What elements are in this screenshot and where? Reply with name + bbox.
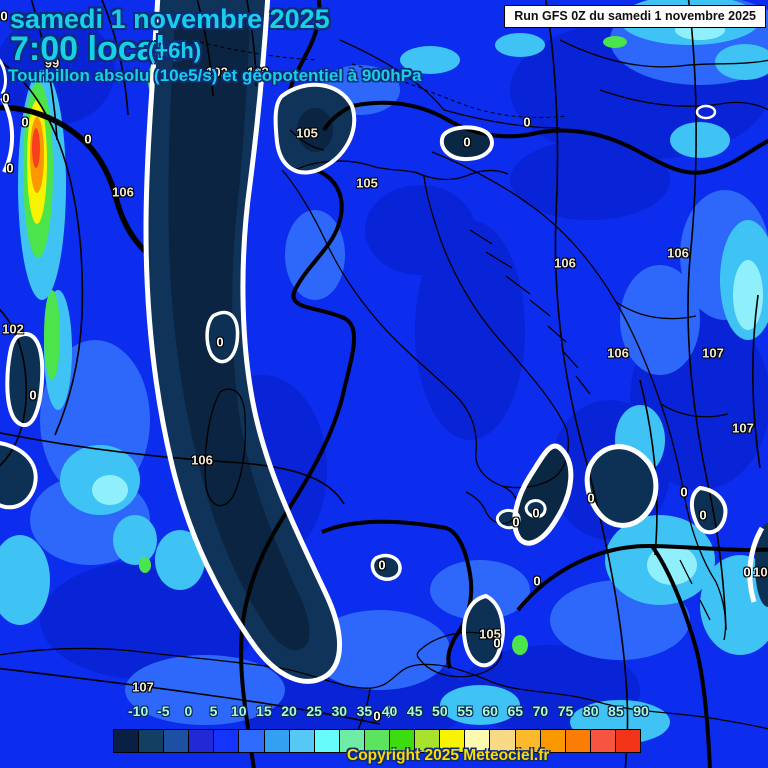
contour-label: 0	[378, 557, 386, 573]
contour-label: 0	[699, 507, 707, 523]
colorbar-tick-label: 80	[582, 703, 599, 719]
colorbar-tick-label: 30	[331, 703, 348, 719]
colorbar-swatch	[164, 730, 190, 752]
colorbar-tick-label: 20	[281, 703, 297, 719]
contour-label: 107	[702, 345, 724, 361]
colorbar-swatch	[139, 730, 165, 752]
colorbar-swatch	[615, 730, 640, 752]
colorbar-tick-label: 75	[557, 703, 574, 719]
contour-label: 107	[732, 420, 754, 436]
contour-label: 106	[112, 184, 134, 200]
colorbar-swatch	[590, 730, 616, 752]
contour-label: 0	[533, 573, 541, 589]
contour-label: 106	[607, 345, 629, 361]
contour-label: 105	[479, 626, 501, 642]
colorbar-labels: -10 -5 0 5 10 15 20 25 30 35 40 45 50 55 60 65 70 75 80 85 9…	[113, 703, 649, 721]
colorbar-tick-label: 85	[608, 703, 624, 719]
contour-label: 0	[2, 90, 10, 106]
colorbar-swatch	[540, 730, 566, 752]
contour-label: 0	[0, 8, 8, 24]
contour-label: 102	[2, 321, 24, 337]
contour-label: 0	[532, 505, 540, 521]
copyright-text: Copyright 2025 Meteociel.fr	[347, 747, 550, 764]
colorbar-swatch	[440, 730, 466, 752]
contour-label: 102	[206, 64, 228, 80]
contour-label: 0	[743, 564, 751, 580]
colorbar-tick-label: 35	[356, 703, 373, 719]
contour-label: 106	[191, 452, 213, 468]
colorbar-swatch	[214, 730, 240, 752]
colorbar-tick-label: 10	[230, 703, 247, 719]
colorbar-swatch	[114, 730, 140, 752]
zero-vorticity-contours	[0, 0, 762, 681]
contour-label: 0	[680, 484, 688, 500]
colorbar-tick-label: 60	[482, 703, 498, 719]
contour-label: 0	[21, 114, 29, 130]
coastlines	[0, 39, 768, 739]
colorbar-swatch	[465, 730, 491, 752]
contour-label: 103	[247, 64, 269, 80]
contour-label: 106	[667, 245, 689, 261]
colorbar-tick-label: 0	[184, 703, 193, 719]
colorbar-swatch	[289, 730, 315, 752]
contour-label: 0	[463, 134, 471, 150]
colorbar-swatch	[364, 730, 391, 752]
forecast-date: samedi 1 novembre 2025	[10, 4, 330, 34]
contour-label: 0	[216, 334, 224, 350]
colorbar-tick-label: -10	[128, 703, 149, 719]
colorbar-swatch	[264, 730, 290, 752]
contour-label: 0	[493, 635, 501, 651]
colorbar-tick-label: 90	[633, 703, 649, 719]
colorbar-swatches	[113, 729, 641, 753]
colorbar-swatch	[415, 730, 441, 752]
colorbar-tick-label: 55	[457, 703, 473, 719]
colorbar-swatch	[490, 730, 516, 752]
colorbar-tick-label: 50	[432, 703, 448, 719]
vorticity-maximum-streak	[18, 70, 66, 300]
colorbar-tick-label: -5	[157, 703, 170, 719]
colorbar-swatch	[314, 730, 340, 752]
colorbar-tick-label: 70	[532, 703, 549, 719]
contour-label: 105	[356, 175, 378, 191]
contour-label: 0	[29, 387, 37, 403]
colorbar-swatch	[515, 730, 541, 752]
colorbar-tick-label: 65	[507, 703, 524, 719]
contour-label: 0	[6, 160, 14, 176]
colorbar-swatch	[565, 730, 591, 752]
contour-label: 0	[512, 514, 520, 530]
contour-label: 0	[84, 131, 92, 147]
forecast-hour-offset: (+6h)	[148, 38, 202, 63]
contour-label: 106	[753, 564, 768, 580]
colorbar-swatch	[189, 730, 215, 752]
colorbar-swatch	[339, 730, 365, 752]
negative-vorticity-regions	[0, 0, 768, 682]
colorbar-swatch	[239, 730, 265, 752]
contour-label: 0	[523, 114, 531, 130]
contour-label: 106	[554, 255, 576, 271]
variable-title: Tourbillon absolu (10e5/s) et géopotenti…	[8, 66, 422, 85]
forecast-local-time: 7:00 locale	[10, 30, 184, 68]
contour-label: 105	[296, 125, 318, 141]
colorbar-tick-label: 15	[256, 703, 272, 719]
contour-label: 99	[44, 55, 60, 71]
colorbar-tick-label: 25	[306, 703, 322, 719]
contour-label: 0	[587, 490, 595, 506]
model-run-info: Run GFS 0Z du samedi 1 novembre 2025	[504, 5, 766, 28]
contour-label: 107	[132, 679, 154, 695]
colorbar-swatch	[390, 730, 416, 752]
colorbar-tick-label: 5	[209, 703, 218, 719]
colorbar-tick-label: 40	[381, 703, 398, 719]
contour-label: 0	[373, 708, 381, 724]
colorbar-tick-label: 45	[406, 703, 423, 719]
